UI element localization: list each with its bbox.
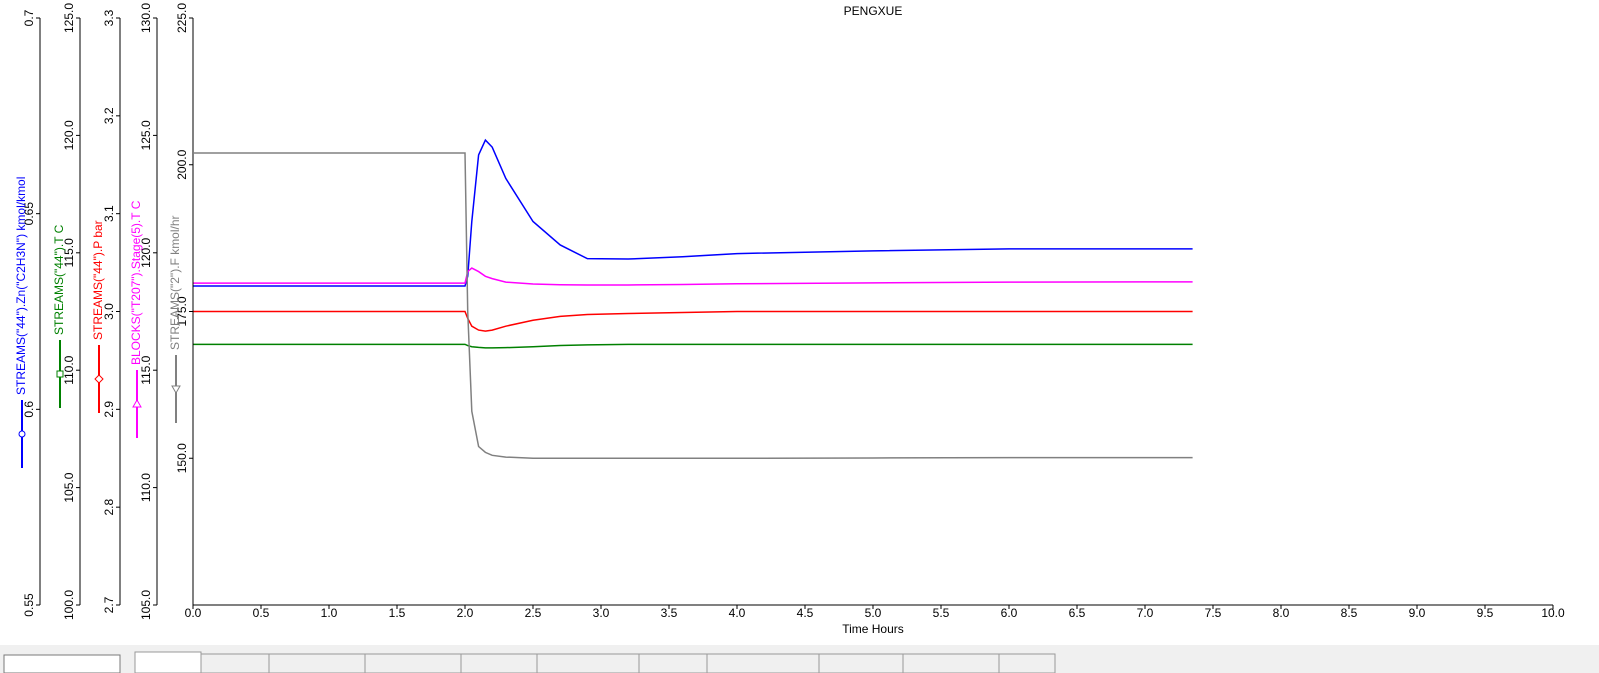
y-tick-label: 110.0 bbox=[139, 473, 153, 502]
y-tick-label: 100.0 bbox=[62, 590, 76, 620]
x-tick-label: 10.0 bbox=[1541, 606, 1565, 620]
tab[interactable] bbox=[638, 653, 708, 673]
y-tick-label: 0.55 bbox=[22, 593, 36, 617]
y-tick-label: 105.0 bbox=[62, 472, 76, 502]
y-tick-label: 2.7 bbox=[102, 596, 116, 613]
y-tick-label: 2.8 bbox=[102, 499, 116, 516]
y-tick-label: 3.0 bbox=[102, 303, 116, 320]
y-tick-label: 115.0 bbox=[62, 238, 76, 267]
series-line bbox=[193, 343, 1193, 349]
y-tick-label: 115.0 bbox=[139, 355, 153, 384]
x-tick-label: 0.5 bbox=[253, 606, 270, 620]
x-tick-label: 4.5 bbox=[797, 606, 814, 620]
y-tick-label: 3.1 bbox=[102, 205, 116, 222]
x-tick-label: 3.0 bbox=[593, 606, 610, 620]
y-tick-label: 110.0 bbox=[62, 355, 76, 384]
x-axis-label: Time Hours bbox=[842, 622, 904, 636]
legend-marker bbox=[171, 385, 181, 395]
series-line bbox=[193, 152, 1193, 459]
y-tick-label: 125.0 bbox=[139, 120, 153, 150]
x-tick-label: 9.0 bbox=[1409, 606, 1426, 620]
tab[interactable] bbox=[818, 653, 904, 673]
y-tick-label: 120.0 bbox=[62, 120, 76, 150]
x-tick-label: 7.0 bbox=[1137, 606, 1154, 620]
series-line bbox=[193, 267, 1193, 286]
y-tick-label: 0.7 bbox=[22, 9, 36, 26]
tab-bar bbox=[0, 645, 1599, 673]
x-tick-label: 4.0 bbox=[729, 606, 746, 620]
tab[interactable] bbox=[268, 653, 366, 673]
x-tick-label: 9.5 bbox=[1477, 606, 1494, 620]
legend-marker bbox=[132, 398, 142, 408]
tab[interactable] bbox=[998, 653, 1056, 673]
tab[interactable] bbox=[902, 653, 1000, 673]
y-tick-label: 175.0 bbox=[175, 296, 189, 326]
y-tick-label: 3.3 bbox=[102, 9, 116, 26]
x-tick-label: 0.0 bbox=[185, 606, 202, 620]
x-tick-label: 8.5 bbox=[1341, 606, 1358, 620]
y-tick-label: 0.6 bbox=[22, 401, 36, 418]
legend-label: STREAMS("44").P bar bbox=[91, 220, 105, 340]
tab[interactable] bbox=[460, 653, 538, 673]
x-tick-label: 7.5 bbox=[1205, 606, 1222, 620]
legend-label: STREAMS("2").F kmol/hr bbox=[168, 215, 182, 350]
y-tick-label: 120.0 bbox=[139, 237, 153, 267]
y-tick-label: 150.0 bbox=[175, 443, 189, 473]
x-tick-label: 2.0 bbox=[457, 606, 474, 620]
x-tick-label: 6.5 bbox=[1069, 606, 1086, 620]
x-tick-label: 6.0 bbox=[1001, 606, 1018, 620]
legend-marker bbox=[94, 374, 104, 384]
y-tick-label: 3.2 bbox=[102, 107, 116, 124]
tab[interactable] bbox=[536, 653, 640, 673]
x-tick-label: 5.5 bbox=[933, 606, 950, 620]
y-tick-label: 0.65 bbox=[22, 202, 36, 226]
y-tick-label: 130.0 bbox=[139, 3, 153, 33]
y-tick-label: 200.0 bbox=[175, 149, 189, 179]
legend-label: STREAMS("44").T C bbox=[52, 224, 66, 335]
legend-label: STREAMS("44").Zn("C2H3N") kmol/kmol bbox=[14, 177, 28, 395]
dropdown[interactable] bbox=[3, 654, 121, 673]
y-tick-label: 125.0 bbox=[62, 3, 76, 33]
legend-marker bbox=[18, 430, 26, 438]
x-tick-label: 5.0 bbox=[865, 606, 882, 620]
legend-label: BLOCKS("T207").Stage(5).T C bbox=[129, 200, 143, 365]
series-line bbox=[193, 138, 1193, 287]
x-tick-label: 1.5 bbox=[389, 606, 406, 620]
tab[interactable] bbox=[364, 653, 462, 673]
x-tick-label: 1.0 bbox=[321, 606, 338, 620]
y-tick-label: 2.9 bbox=[102, 401, 116, 418]
tab[interactable] bbox=[706, 653, 820, 673]
y-tick-label: 225.0 bbox=[175, 3, 189, 33]
x-tick-label: 2.5 bbox=[525, 606, 542, 620]
series-line bbox=[193, 310, 1193, 332]
tab[interactable] bbox=[200, 653, 270, 673]
tab[interactable] bbox=[134, 651, 202, 673]
x-tick-label: 3.5 bbox=[661, 606, 678, 620]
chart-title: PENGXUE bbox=[844, 4, 903, 18]
y-tick-label: 105.0 bbox=[139, 590, 153, 620]
legend-marker bbox=[56, 370, 64, 378]
x-tick-label: 8.0 bbox=[1273, 606, 1290, 620]
